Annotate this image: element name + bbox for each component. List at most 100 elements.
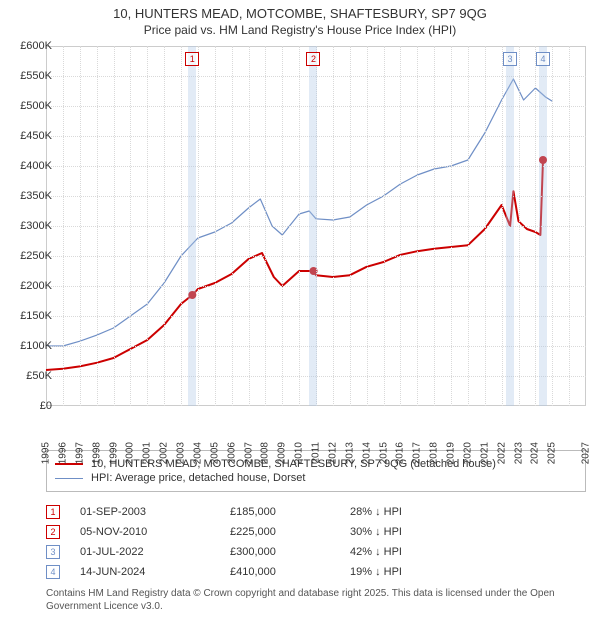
x-axis-label: 2006 xyxy=(226,442,237,464)
x-axis-label: 2023 xyxy=(513,442,524,464)
gridline-v xyxy=(569,46,570,406)
gridline-v xyxy=(198,46,199,406)
sale-shade xyxy=(188,46,196,406)
footnote: Contains HM Land Registry data © Crown c… xyxy=(46,588,586,613)
gridline-v xyxy=(164,46,165,406)
x-axis-label: 2025 xyxy=(547,442,558,464)
y-axis-label: £50K xyxy=(8,370,52,382)
sale-marker: 2 xyxy=(306,52,320,66)
sales-row: 4 14-JUN-2024£410,00019% ↓ HPI xyxy=(46,562,586,582)
y-axis-label: £200K xyxy=(8,280,52,292)
gridline-v xyxy=(468,46,469,406)
gridline-v xyxy=(181,46,182,406)
gridline-v xyxy=(552,46,553,406)
sale-marker: 4 xyxy=(536,52,550,66)
sales-row: 205-NOV-2010£225,00030% ↓ HPI xyxy=(46,522,586,542)
sales-diff: 42% ↓ HPI xyxy=(350,546,470,558)
gridline-v xyxy=(535,46,536,406)
chart-container: 10, HUNTERS MEAD, MOTCOMBE, SHAFTESBURY,… xyxy=(0,0,600,620)
y-axis-label: £500K xyxy=(8,100,52,112)
y-axis-label: £250K xyxy=(8,250,52,262)
sales-price: £185,000 xyxy=(230,506,350,518)
sales-num-box: 2 xyxy=(46,525,60,539)
sales-num-box: 1 xyxy=(46,505,60,519)
gridline-v xyxy=(384,46,385,406)
gridline-v xyxy=(97,46,98,406)
legend-label: HPI: Average price, detached house, Dors… xyxy=(91,472,305,484)
x-axis-label: 2001 xyxy=(142,442,153,464)
gridline-v xyxy=(485,46,486,406)
x-axis-label: 2000 xyxy=(125,442,136,464)
x-axis-label: 2022 xyxy=(496,442,507,464)
gridline-v xyxy=(333,46,334,406)
gridline-v xyxy=(265,46,266,406)
sales-num-box: 4 xyxy=(46,565,60,579)
sales-price: £410,000 xyxy=(230,566,350,578)
sales-num-box: 3 xyxy=(46,545,60,559)
sales-row: 1 01-SEP-2003£185,00028% ↓ HPI xyxy=(46,502,586,522)
sales-date: 01-JUL-2022 xyxy=(80,546,230,558)
legend-swatch xyxy=(55,478,83,479)
sales-diff: 19% ↓ HPI xyxy=(350,566,470,578)
x-axis-label: 2020 xyxy=(462,442,473,464)
x-axis-label: 2010 xyxy=(294,442,305,464)
y-axis-label: £100K xyxy=(8,340,52,352)
x-axis-label: 2008 xyxy=(260,442,271,464)
x-axis-label: 2003 xyxy=(176,442,187,464)
x-axis-label: 2005 xyxy=(209,442,220,464)
y-axis-label: £450K xyxy=(8,130,52,142)
x-axis-label: 2013 xyxy=(344,442,355,464)
x-axis-label: 2011 xyxy=(311,442,322,464)
gridline-v xyxy=(80,46,81,406)
gridline-v xyxy=(249,46,250,406)
x-axis-label: 2024 xyxy=(530,442,541,464)
sales-price: £300,000 xyxy=(230,546,350,558)
x-axis-label: 2012 xyxy=(327,442,338,464)
gridline-v xyxy=(434,46,435,406)
x-axis-label: 2004 xyxy=(192,442,203,464)
y-axis-label: £0 xyxy=(8,400,52,412)
x-axis-label: 2027 xyxy=(581,442,592,464)
x-axis-label: 1999 xyxy=(108,442,119,464)
sales-date: 14-JUN-2024 xyxy=(80,566,230,578)
y-axis-label: £550K xyxy=(8,70,52,82)
x-axis-label: 2016 xyxy=(395,442,406,464)
legend-item: HPI: Average price, detached house, Dors… xyxy=(55,471,577,485)
gridline-v xyxy=(400,46,401,406)
sale-marker: 1 xyxy=(185,52,199,66)
x-axis-label: 2021 xyxy=(479,442,490,464)
x-axis-label: 2019 xyxy=(446,442,457,464)
title-line-1: 10, HUNTERS MEAD, MOTCOMBE, SHAFTESBURY,… xyxy=(0,6,600,21)
sales-date: 05-NOV-2010 xyxy=(80,526,230,538)
sale-shade xyxy=(539,46,547,406)
gridline-v xyxy=(147,46,148,406)
x-axis-label: 1995 xyxy=(41,442,52,464)
x-axis-label: 1996 xyxy=(57,442,68,464)
sales-diff: 28% ↓ HPI xyxy=(350,506,470,518)
x-axis-label: 1997 xyxy=(74,442,85,464)
sales-row: 3 01-JUL-2022£300,00042% ↓ HPI xyxy=(46,542,586,562)
title-line-2: Price paid vs. HM Land Registry's House … xyxy=(0,23,600,37)
x-axis-label: 2002 xyxy=(159,442,170,464)
x-axis-label: 2009 xyxy=(277,442,288,464)
titles: 10, HUNTERS MEAD, MOTCOMBE, SHAFTESBURY,… xyxy=(0,0,600,37)
y-axis-label: £600K xyxy=(8,40,52,52)
y-axis-label: £350K xyxy=(8,190,52,202)
gridline-v xyxy=(114,46,115,406)
gridline-v xyxy=(130,46,131,406)
gridline-v xyxy=(282,46,283,406)
gridline-v xyxy=(519,46,520,406)
x-axis-label: 2015 xyxy=(378,442,389,464)
y-axis-label: £150K xyxy=(8,310,52,322)
gridline-v xyxy=(299,46,300,406)
sale-shade xyxy=(309,46,317,406)
y-axis-label: £300K xyxy=(8,220,52,232)
sales-table: 1 01-SEP-2003£185,00028% ↓ HPI 2 05-NOV-201… xyxy=(46,502,586,582)
gridline-v xyxy=(350,46,351,406)
y-axis-label: £400K xyxy=(8,160,52,172)
x-axis-label: 2017 xyxy=(412,442,423,464)
gridline-v xyxy=(502,46,503,406)
sales-date: 01-SEP-2003 xyxy=(80,506,230,518)
gridline-v xyxy=(63,46,64,406)
x-axis-label: 2014 xyxy=(361,442,372,464)
